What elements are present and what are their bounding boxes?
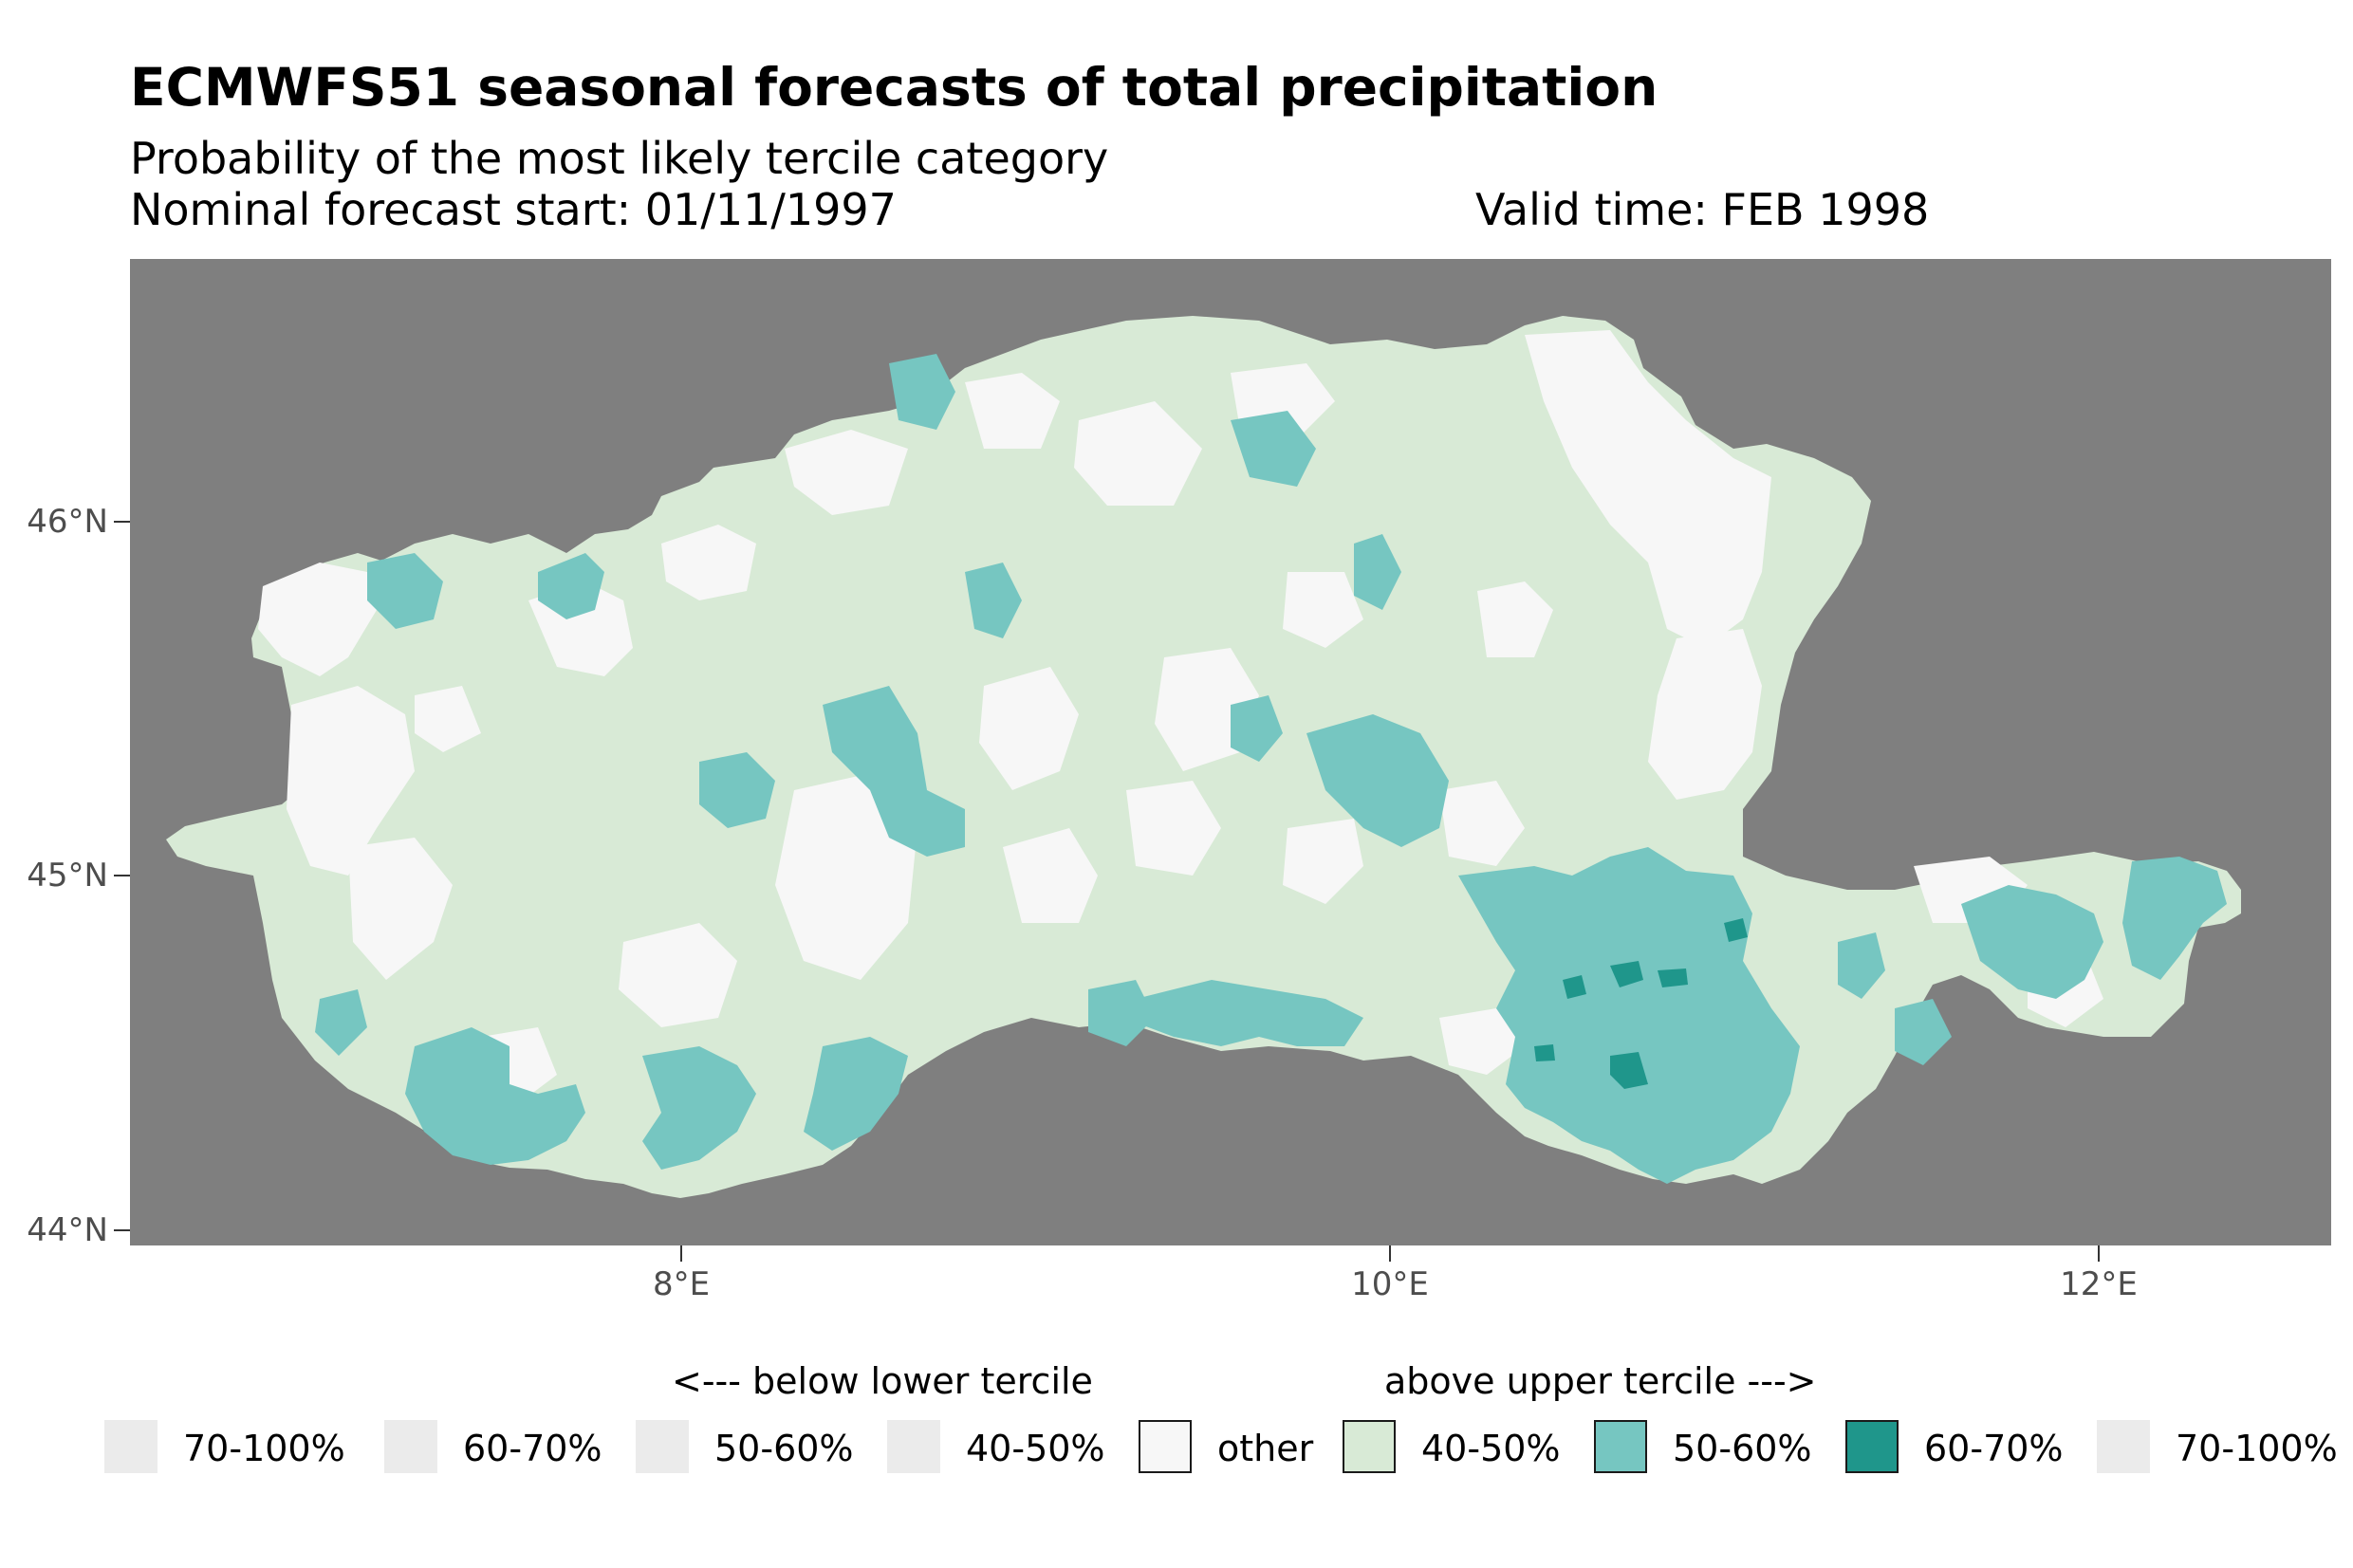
y-tick-45 bbox=[114, 875, 130, 876]
legend-label: 40-50% bbox=[966, 1428, 1105, 1469]
x-tick-label-10: 10°E bbox=[1351, 1265, 1429, 1303]
x-tick-label-12: 12°E bbox=[2060, 1265, 2138, 1303]
legend-swatch bbox=[636, 1420, 689, 1473]
x-tick-8 bbox=[680, 1245, 682, 1262]
legend-label: 60-70% bbox=[463, 1428, 602, 1469]
x-tick-10 bbox=[1389, 1245, 1391, 1262]
legend-swatch bbox=[2097, 1420, 2150, 1473]
legend-below-heading: <--- below lower tercile bbox=[672, 1360, 1093, 1402]
y-tick-46 bbox=[114, 521, 130, 523]
legend-label: other bbox=[1217, 1428, 1314, 1469]
legend-label: 50-60% bbox=[1673, 1428, 1812, 1469]
other-category-areas bbox=[258, 330, 2103, 1103]
chart-title: ECMWFS51 seasonal forecasts of total pre… bbox=[130, 57, 1658, 118]
above-60-70-areas bbox=[1534, 918, 1748, 1089]
legend-above-heading: above upper tercile ---> bbox=[1384, 1360, 1817, 1402]
legend-label: 70-100% bbox=[183, 1428, 345, 1469]
chart-subtitle: Probability of the most likely tercile c… bbox=[130, 133, 1109, 184]
y-tick-label-44: 44°N bbox=[27, 1211, 108, 1249]
x-tick-label-8: 8°E bbox=[652, 1265, 711, 1303]
legend-swatch bbox=[1845, 1420, 1899, 1473]
legend-label: 70-100% bbox=[2176, 1428, 2338, 1469]
map-svg bbox=[166, 316, 2241, 1198]
valid-time-label: Valid time: FEB 1998 bbox=[1475, 184, 1930, 235]
y-tick-label-46: 46°N bbox=[27, 503, 108, 541]
y-tick-label-45: 45°N bbox=[27, 857, 108, 895]
legend-swatch bbox=[104, 1420, 157, 1473]
legend-label: 50-60% bbox=[714, 1428, 854, 1469]
y-tick-44 bbox=[114, 1229, 130, 1231]
legend-label: 40-50% bbox=[1421, 1428, 1561, 1469]
legend-swatch bbox=[1594, 1420, 1647, 1473]
map-panel bbox=[130, 259, 2331, 1245]
legend-label: 60-70% bbox=[1924, 1428, 2064, 1469]
forecast-start-label: Nominal forecast start: 01/11/1997 bbox=[130, 184, 897, 235]
legend-swatch bbox=[384, 1420, 437, 1473]
legend-swatch bbox=[887, 1420, 940, 1473]
above-50-60-areas bbox=[315, 354, 2227, 1184]
legend-swatch bbox=[1139, 1420, 1192, 1473]
legend-swatch bbox=[1343, 1420, 1396, 1473]
x-tick-12 bbox=[2098, 1245, 2100, 1262]
